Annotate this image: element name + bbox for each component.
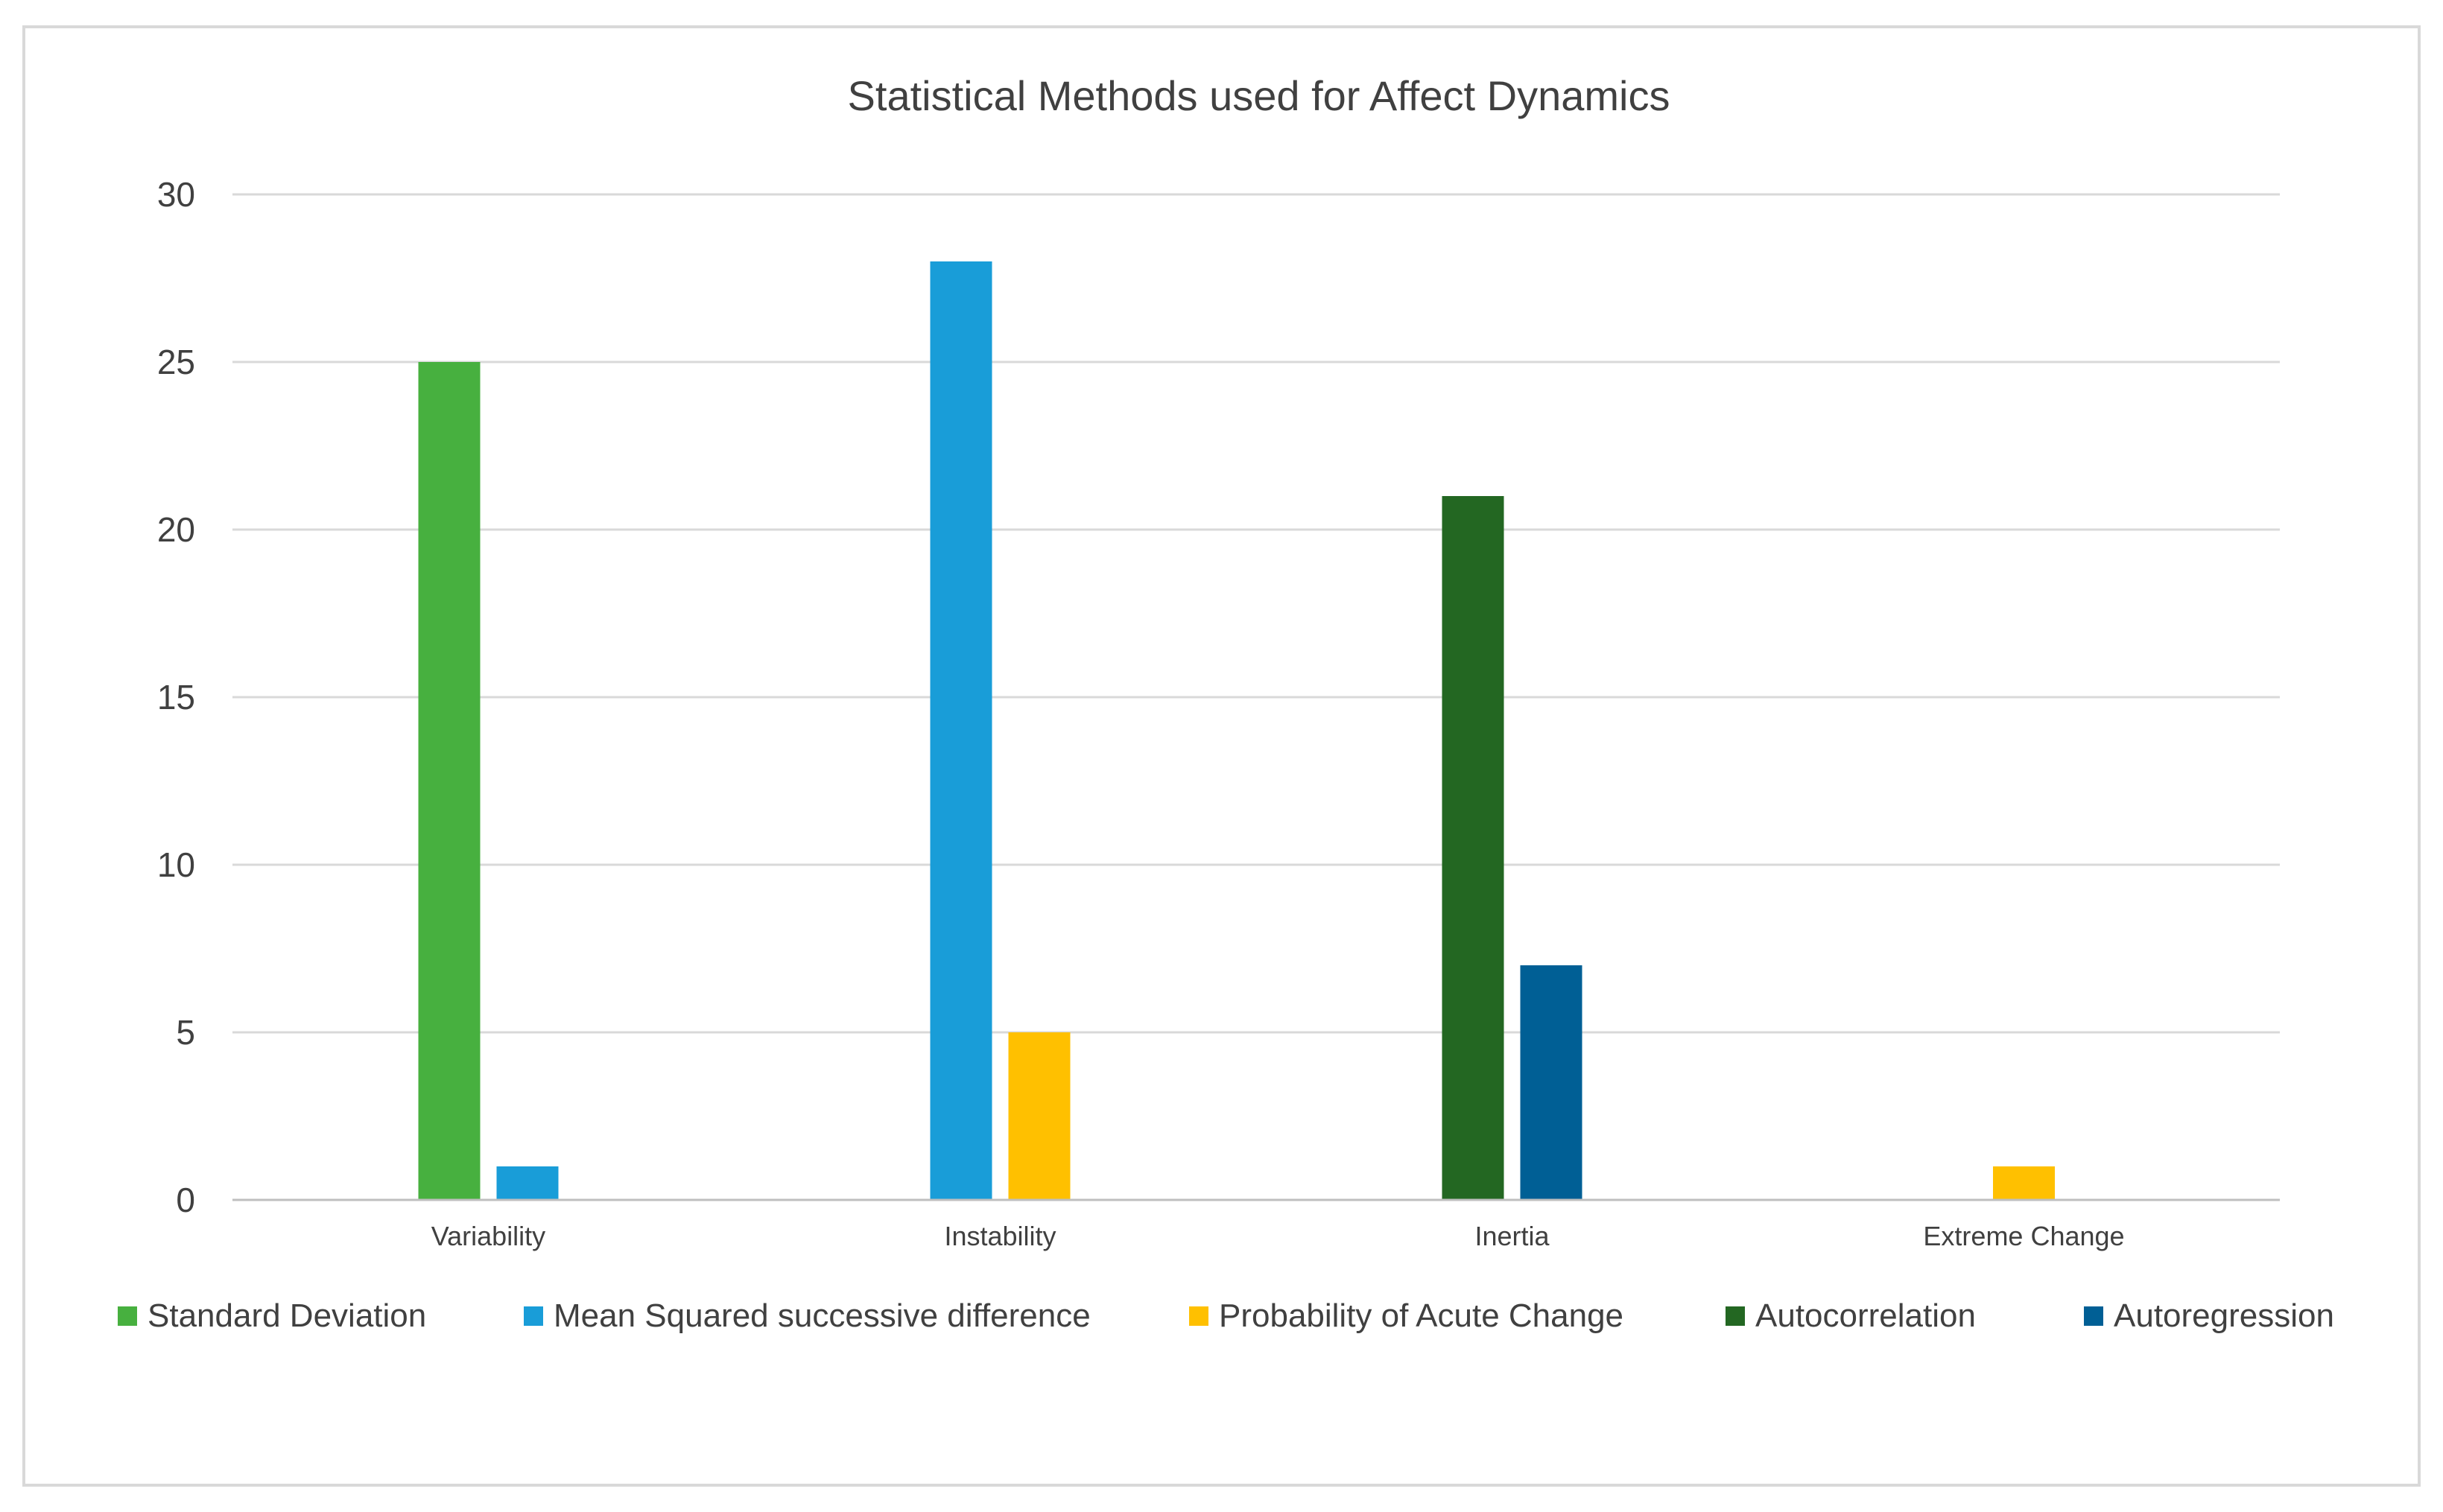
bar-standard-deviation-variability bbox=[418, 362, 481, 1200]
legend-label: Autocorrelation bbox=[1755, 1297, 1976, 1334]
bar-probability-of-acute-change-instability bbox=[1008, 1032, 1071, 1200]
x-tick-label: Inertia bbox=[1474, 1221, 1550, 1251]
legend: Standard Deviation Mean Squared successiv… bbox=[0, 1290, 2443, 1342]
y-tick-label: 30 bbox=[157, 175, 195, 214]
y-tick-label: 0 bbox=[176, 1181, 195, 1219]
chart-title: Statistical Methods used for Affect Dyna… bbox=[847, 72, 1670, 119]
x-tick-label: Variability bbox=[431, 1221, 545, 1251]
y-tick-label: 5 bbox=[176, 1013, 195, 1052]
legend-label: Mean Squared successive difference bbox=[554, 1297, 1091, 1334]
bar-autoregression-inertia bbox=[1520, 965, 1582, 1200]
bar-mean-squared-successive-difference-variability bbox=[496, 1166, 559, 1200]
bar-mean-squared-successive-difference-instability bbox=[930, 261, 992, 1200]
bar-autocorrelation-inertia bbox=[1442, 496, 1504, 1200]
legend-label: Autoregression bbox=[2114, 1297, 2334, 1334]
legend-swatch bbox=[118, 1306, 137, 1326]
legend-label: Standard Deviation bbox=[148, 1297, 427, 1334]
x-tick-label: Extreme Change bbox=[1923, 1221, 2124, 1251]
legend-item: Mean Squared successive difference bbox=[524, 1290, 1091, 1342]
legend-swatch bbox=[2084, 1306, 2103, 1326]
y-tick-label: 10 bbox=[157, 845, 195, 884]
legend-swatch bbox=[524, 1306, 543, 1326]
legend-item: Probability of Acute Change bbox=[1189, 1290, 1623, 1342]
y-tick-label: 20 bbox=[157, 510, 195, 549]
legend-swatch bbox=[1189, 1306, 1208, 1326]
bars bbox=[418, 261, 2055, 1200]
legend-item: Standard Deviation bbox=[118, 1290, 426, 1342]
x-axis-ticks: Variability Instability Inertia Extreme Cha… bbox=[431, 1221, 2125, 1251]
legend-item: Autocorrelation bbox=[1726, 1290, 1976, 1342]
x-tick-label: Instability bbox=[944, 1221, 1056, 1251]
legend-label: Probability of Acute Change bbox=[1219, 1297, 1624, 1334]
gridlines bbox=[232, 193, 2280, 1034]
bar-probability-of-acute-change-extreme-change bbox=[1993, 1166, 2055, 1200]
y-axis-ticks: 0 5 10 15 20 25 30 bbox=[157, 175, 195, 1219]
legend-swatch bbox=[1726, 1306, 1745, 1326]
legend-item: Autoregression bbox=[2084, 1290, 2334, 1342]
y-tick-label: 25 bbox=[157, 343, 195, 381]
y-tick-label: 15 bbox=[157, 678, 195, 717]
